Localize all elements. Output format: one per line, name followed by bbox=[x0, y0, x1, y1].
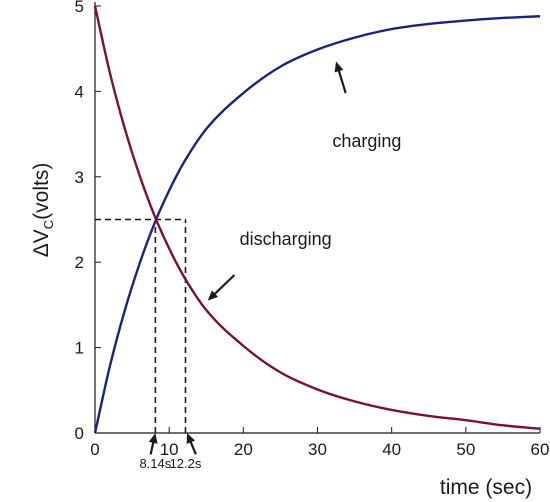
y-tick-label: 4 bbox=[75, 82, 84, 101]
y-tick-label: 2 bbox=[75, 253, 84, 272]
y-axis-title: ΔVC(volts) bbox=[30, 163, 56, 258]
x-tick-label: 30 bbox=[308, 440, 327, 459]
x-tick-label: 40 bbox=[382, 440, 401, 459]
curve-label-arrow-shaft bbox=[337, 67, 347, 94]
curve-label: charging bbox=[332, 131, 401, 151]
x-axis-title: time (sec) bbox=[440, 476, 532, 499]
curve-label-arrow-head bbox=[334, 61, 344, 73]
axes: 0 10 20 30 40 50 60 0 1 2 3 4 5 bbox=[75, 0, 550, 459]
y-tick-label: 0 bbox=[75, 424, 84, 443]
time-marker: 8.14s bbox=[139, 456, 171, 471]
y-axis-title-suffix: (volts) bbox=[30, 163, 53, 220]
curve-label-arrow-head bbox=[207, 290, 219, 301]
curve-label-arrow-shaft bbox=[212, 274, 236, 297]
y-axis-title-prefix: ΔV bbox=[30, 229, 53, 257]
y-tick-label: 1 bbox=[75, 339, 84, 358]
time-marker: 12.2s bbox=[170, 456, 202, 471]
time-marker-arrow-head bbox=[148, 433, 158, 444]
x-tick-label: 10 bbox=[160, 440, 179, 459]
time-marker-arrow-head bbox=[186, 433, 195, 444]
x-tick-label: 50 bbox=[456, 440, 475, 459]
series-group bbox=[93, 5, 541, 434]
reference-lines bbox=[95, 218, 187, 433]
series-line-charging bbox=[93, 15, 541, 434]
y-axis-title-subscript: C bbox=[41, 220, 56, 229]
series-line-discharging bbox=[93, 5, 541, 430]
x-tick-label: 20 bbox=[234, 440, 253, 459]
curve-label: discharging bbox=[240, 229, 332, 249]
x-tick-label: 0 bbox=[90, 440, 99, 459]
x-tick-label: 60 bbox=[531, 440, 550, 459]
y-tick-label: 5 bbox=[75, 0, 84, 16]
y-tick-label: 3 bbox=[75, 168, 84, 187]
